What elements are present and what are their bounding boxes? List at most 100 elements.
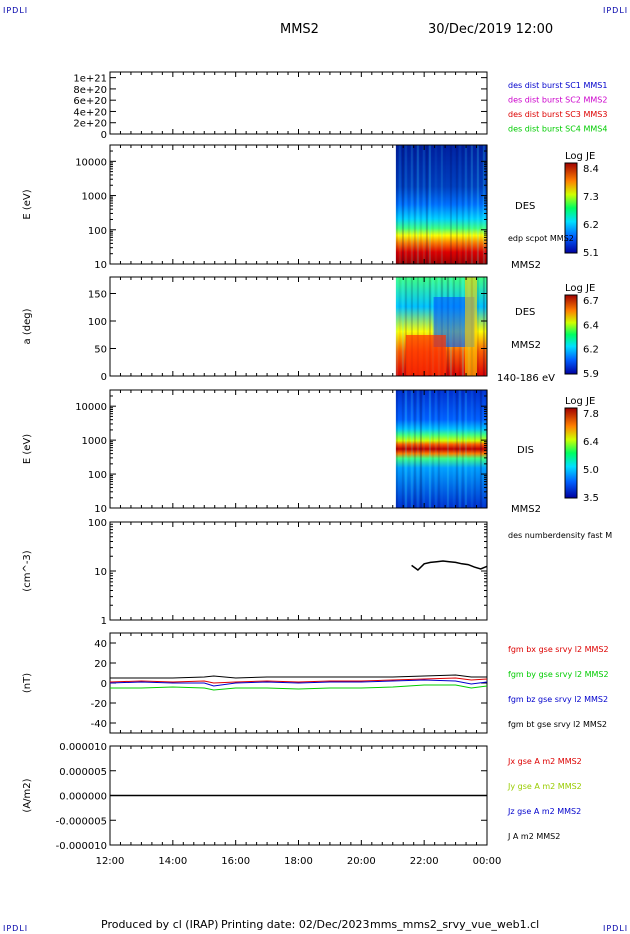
spectrogram-stripe-3 <box>482 390 485 508</box>
spectrogram-stripe-2 <box>401 277 404 376</box>
spectrogram-stripe-1 <box>437 145 440 264</box>
spectrogram-stripe-2 <box>404 277 407 376</box>
x-tick-label: 16:00 <box>221 856 250 867</box>
y-tick-label-2: 150 <box>88 290 107 301</box>
spectrogram-stripe-3 <box>437 390 440 508</box>
y-tick-label-0: 6e+20 <box>73 96 107 107</box>
spectrogram-stripe-2 <box>480 277 482 376</box>
bfield-legend-0: fgm bx gse srvy l2 MMS2 <box>508 645 609 654</box>
spectrogram-stripe-3 <box>455 390 458 508</box>
colorbar-title-2: Log JE <box>565 283 595 294</box>
y-tick-label-6: 0.000000 <box>59 792 107 803</box>
bfield-legend-2: fgm bz gse srvy l2 MMS2 <box>508 695 608 704</box>
spectrogram-stripe-3 <box>407 390 410 508</box>
spectrogram-stripe-3 <box>401 390 404 508</box>
spectrogram-stripe-1 <box>407 145 410 264</box>
spectrogram-stripe-3 <box>399 390 401 508</box>
y-tick-label-1: 10000 <box>75 157 107 168</box>
side-label-scpot: edp scpot MMS2 <box>508 234 574 243</box>
y-tick-label-6: -0.000010 <box>56 841 107 852</box>
spectrogram-stripe-1 <box>464 145 467 264</box>
y-tick-label-3: 10000 <box>75 402 107 413</box>
spectrogram-stripe-3 <box>446 390 449 508</box>
panel-frame-0 <box>109 71 488 135</box>
spectrogram-stripe-1 <box>444 145 446 264</box>
y-tick-label-5: -40 <box>91 719 107 730</box>
colorbar-tick-2-2: 6.2 <box>583 345 599 356</box>
spectrogram-stripe-2 <box>395 277 398 376</box>
y-tick-label-4: 100 <box>88 518 107 529</box>
pa-yellow-strip <box>465 277 478 376</box>
legend-entry-4-0: des numberdensity fast M <box>508 531 612 540</box>
spectrogram-stripe-3 <box>461 390 464 508</box>
spectrogram-fill-1 <box>395 145 487 264</box>
date-title: 30/Dec/2019 12:00 <box>428 22 554 37</box>
bfield-line-0 <box>109 677 488 684</box>
footer-printing-date: Printing date: 02/Dec/2023 <box>221 918 370 931</box>
spectrogram-stripe-1 <box>404 145 407 264</box>
y-tick-label-0: 8e+20 <box>73 85 107 96</box>
bfield-line-3 <box>110 674 487 679</box>
spectrogram-stripe-3 <box>468 390 470 508</box>
spectrogram-stripe-1 <box>428 145 431 264</box>
spectrogram-stripe-1 <box>410 145 413 264</box>
spectrogram-stripe-3 <box>416 390 419 508</box>
y-tick-label-1: 1000 <box>82 192 107 203</box>
spectrogram-stripe-2 <box>416 277 419 376</box>
spectrogram-stripe-3 <box>434 390 437 508</box>
spectrogram-stripe-2 <box>428 277 431 376</box>
footer-produced-by: Produced by cl (IRAP) <box>101 918 219 931</box>
spectrogram-stripe-1 <box>413 145 416 264</box>
spectrogram-stripe-3 <box>479 390 482 508</box>
spectrogram-stripe-1 <box>422 145 425 264</box>
y-tick-label-1: 100 <box>88 226 107 237</box>
y-axis-label-1: E (eV) <box>22 189 33 219</box>
y-tick-label-6: 0.000005 <box>59 767 107 778</box>
side-label-des: DES <box>515 201 535 212</box>
bfield-legend-1: fgm by gse srvy l2 MMS2 <box>508 670 609 679</box>
spectrogram-stripe-3 <box>477 390 479 508</box>
spectrogram-stripe-3 <box>422 390 425 508</box>
x-tick-label: 14:00 <box>158 856 187 867</box>
spectrogram-stripe-1 <box>470 145 473 264</box>
colorbar-2 <box>564 294 578 375</box>
spectrogram-stripe-1 <box>449 145 452 264</box>
panel-frame-4 <box>109 521 488 621</box>
current-legend-1: Jy gse A m2 MMS2 <box>507 782 582 791</box>
spectrogram-stripe-1 <box>479 145 482 264</box>
corner-mark-bottom-left: IPDLI <box>3 924 29 933</box>
spectrogram-stripe-3 <box>440 390 443 508</box>
y-tick-label-5: -20 <box>91 699 107 710</box>
spectrogram-stripe-3 <box>458 390 461 508</box>
spectrogram-stripe-2 <box>425 277 428 376</box>
footer-filename: mms_mms2_srvy_vue_web1.cl <box>370 918 540 931</box>
y-tick-label-4: 1 <box>101 616 107 627</box>
spectrogram-stripe-1 <box>482 145 485 264</box>
spectrogram-stripe-2 <box>410 277 413 376</box>
corner-mark-bottom-right: IPDLI <box>603 924 629 933</box>
y-tick-label-0: 4e+20 <box>73 107 107 118</box>
legend-entry-0-0: des dist burst SC1 MMS1 <box>508 81 607 90</box>
colorbar-tick-3-2: 5.0 <box>583 465 599 476</box>
spectrogram-fill-3 <box>395 390 487 508</box>
colorbar-tick-3-0: 7.8 <box>583 409 599 420</box>
spectrogram-stripe-3 <box>413 390 416 508</box>
y-tick-label-3: 100 <box>88 470 107 481</box>
side-label-mms2-pa: MMS2 <box>511 340 541 351</box>
y-tick-label-5: 40 <box>94 639 107 650</box>
spectrogram-stripe-3 <box>452 390 455 508</box>
spectrogram-stripe-3 <box>426 390 428 508</box>
spectrogram-stripe-3 <box>404 390 407 508</box>
y-axis-label-3: E (eV) <box>22 434 33 464</box>
y-tick-label-1: 10 <box>94 260 107 271</box>
spectrogram-stripe-1 <box>453 145 455 264</box>
mission-title: MMS2 <box>280 22 319 37</box>
colorbar-tick-2-1: 6.4 <box>583 320 599 331</box>
bfield-legend-3: fgm bt gse srvy l2 MMS2 <box>508 720 607 729</box>
colorbar-title-1: Log JE <box>565 151 595 162</box>
y-axis-label-6: (A/m2) <box>22 778 33 812</box>
spectrogram-stripe-1 <box>434 145 437 264</box>
spectrogram-stripe-1 <box>401 145 404 264</box>
corner-mark-top-left: IPDLI <box>3 6 29 15</box>
spectrogram-stripe-2 <box>482 277 485 376</box>
